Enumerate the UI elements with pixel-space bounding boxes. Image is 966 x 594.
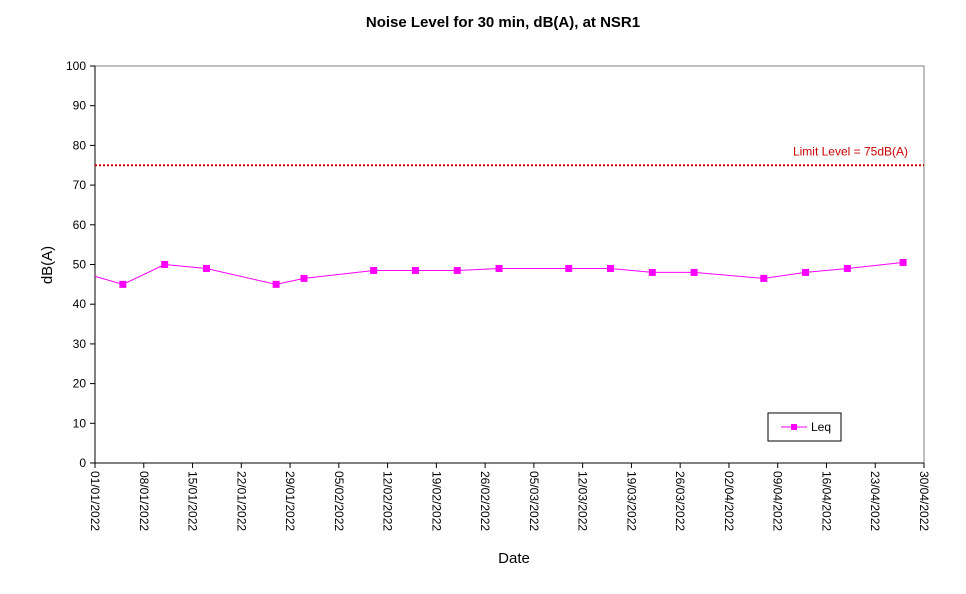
data-point-leq — [760, 274, 768, 282]
x-tick-label: 02/04/2022 — [722, 471, 736, 531]
data-point-leq — [202, 264, 210, 272]
data-point-leq — [607, 264, 615, 272]
data-point-leq — [648, 268, 656, 276]
legend-label-leq: Leq — [811, 420, 831, 434]
x-tick-label: 19/02/2022 — [429, 471, 443, 531]
x-tick-label: 16/04/2022 — [819, 471, 833, 531]
data-point-leq — [802, 268, 810, 276]
y-tick-label: 100 — [66, 59, 86, 73]
x-tick-label: 09/04/2022 — [771, 471, 785, 531]
y-tick-label: 50 — [73, 258, 87, 272]
data-point-leq — [453, 266, 461, 274]
limit-label: Limit Level = 75dB(A) — [793, 144, 908, 158]
y-axis-label: dB(A) — [39, 246, 56, 284]
y-tick-label: 20 — [73, 377, 87, 391]
data-point-leq — [411, 266, 419, 274]
x-tick-label: 12/02/2022 — [381, 471, 395, 531]
x-tick-label: 08/01/2022 — [137, 471, 151, 531]
data-point-leq — [495, 264, 503, 272]
y-tick-label: 70 — [73, 178, 87, 192]
y-tick-label: 60 — [73, 218, 87, 232]
chart-title: Noise Level for 30 min, dB(A), at NSR1 — [366, 14, 640, 31]
x-axis-label: Date — [498, 550, 530, 567]
data-point-leq — [370, 266, 378, 274]
series-line-leq — [94, 262, 904, 285]
data-point-leq — [899, 259, 907, 267]
data-point-leq — [565, 264, 573, 272]
y-tick-label: 90 — [73, 99, 87, 113]
y-tick-label: 80 — [73, 138, 87, 152]
y-tick-label: 30 — [73, 337, 87, 351]
x-tick-label: 22/01/2022 — [234, 471, 248, 531]
y-tick-label: 0 — [79, 456, 86, 470]
x-tick-label: 05/02/2022 — [332, 471, 346, 531]
reference-line-group: Limit Level = 75dB(A) — [95, 144, 924, 167]
data-point-leq — [161, 261, 169, 268]
x-tick-label: 29/01/2022 — [283, 471, 297, 531]
x-tick-label: 05/03/2022 — [527, 471, 541, 531]
x-tick-label: 12/03/2022 — [576, 471, 590, 531]
data-point-leq — [119, 280, 127, 288]
x-tick-label: 26/03/2022 — [673, 471, 687, 531]
legend: Leq — [767, 412, 842, 442]
y-tick-label: 40 — [73, 297, 87, 311]
x-tick-label: 15/01/2022 — [186, 471, 200, 531]
data-point-leq — [843, 264, 851, 272]
series-leq — [94, 259, 907, 288]
data-point-leq — [690, 268, 698, 276]
x-tick-label: 01/01/2022 — [88, 471, 102, 531]
axes: 0 10 20 30 40 50 60 70 80 90 100 01/01/2022 08/01/20… — [66, 59, 931, 531]
x-tick-label: 19/03/2022 — [624, 471, 638, 531]
x-tick-label: 30/04/2022 — [917, 471, 931, 531]
legend-marker-leq — [791, 424, 797, 430]
data-point-leq — [272, 280, 280, 288]
data-point-leq — [300, 274, 308, 282]
x-tick-label: 23/04/2022 — [868, 471, 882, 531]
x-tick-label: 26/02/2022 — [478, 471, 492, 531]
y-tick-label: 10 — [73, 416, 87, 430]
